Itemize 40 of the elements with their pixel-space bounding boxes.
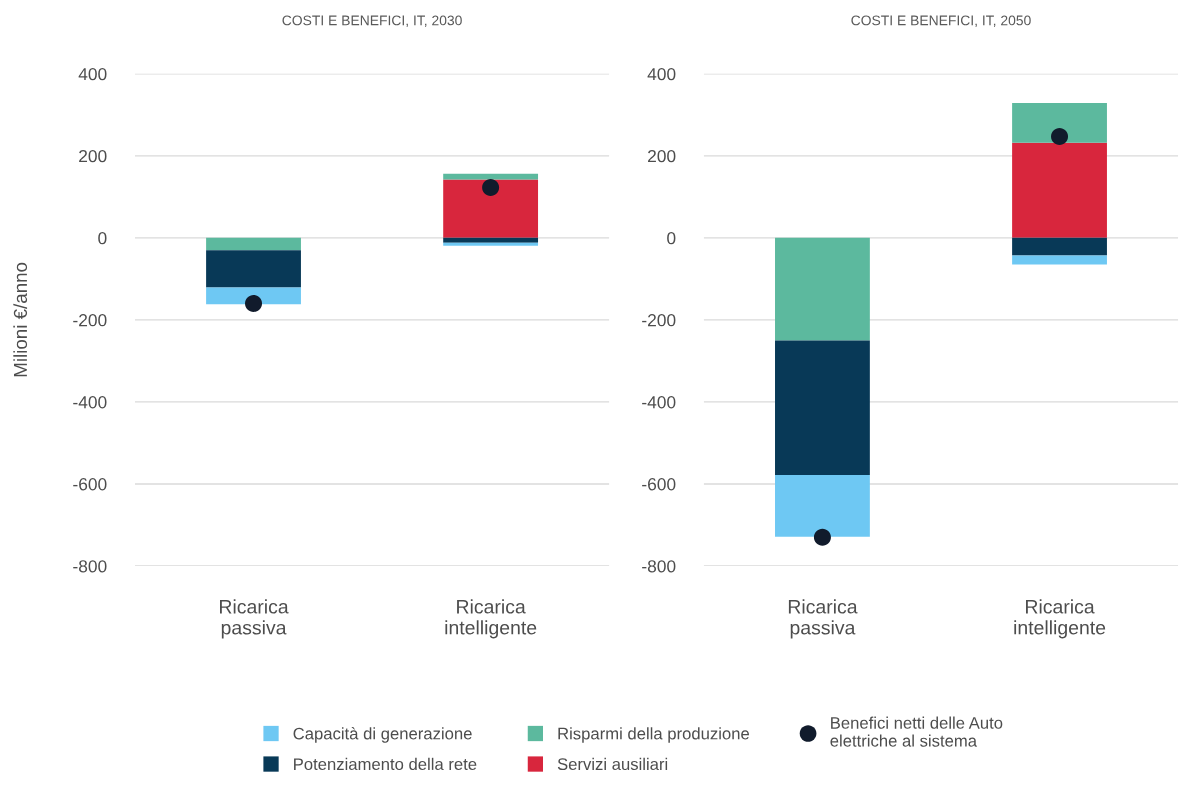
x-tick-label: Ricarica passiva [788, 599, 858, 639]
y-tick-label: -800 [73, 560, 107, 573]
legend-label: Risparmi della produzione [558, 727, 750, 743]
legend-label: Capacità di generazione [293, 727, 472, 743]
legend-label: Benefici netti delle Auto elettriche al sistema [830, 716, 1003, 747]
x-tick-label: Ricarica intelligente [445, 599, 537, 639]
y-tick-label: -800 [642, 560, 676, 573]
y-tick-label: 200 [79, 149, 107, 163]
bar [775, 474, 870, 537]
bar [443, 242, 539, 246]
bar [206, 237, 301, 251]
bar [1012, 255, 1107, 265]
chart-title: COSTI E BENEFICI, IT, 2050 [851, 15, 1031, 27]
y-tick-label: -400 [642, 396, 676, 409]
y-tick-label: -400 [73, 396, 107, 409]
bar [443, 173, 539, 180]
y-axis-title: Milioni €/anno [13, 262, 28, 377]
bar [775, 237, 870, 341]
y-tick-label: 0 [667, 232, 676, 245]
y-tick-label: 0 [98, 232, 107, 245]
chart-title: COSTI E BENEFICI, IT, 2030 [282, 15, 462, 27]
bar [1012, 237, 1107, 256]
bar [443, 237, 539, 243]
x-tick-label: Ricarica passiva [220, 599, 289, 639]
bar [775, 340, 870, 475]
y-tick-label: 400 [647, 67, 676, 81]
bar [1012, 142, 1107, 238]
bar [443, 179, 539, 238]
bar [206, 287, 301, 305]
y-tick-label: -600 [73, 478, 107, 491]
x-tick-label: Ricarica intelligente [1014, 599, 1106, 639]
legend-label: Potenziamento della rete [294, 757, 477, 771]
y-tick-label: -200 [73, 314, 107, 327]
legend-label: Servizi ausiliari [557, 757, 668, 771]
bar [206, 250, 301, 288]
bar [1012, 102, 1107, 143]
y-tick-label: -200 [642, 314, 676, 327]
y-tick-label: -600 [642, 478, 676, 491]
y-tick-label: 400 [78, 67, 107, 81]
y-tick-label: 200 [648, 149, 676, 163]
